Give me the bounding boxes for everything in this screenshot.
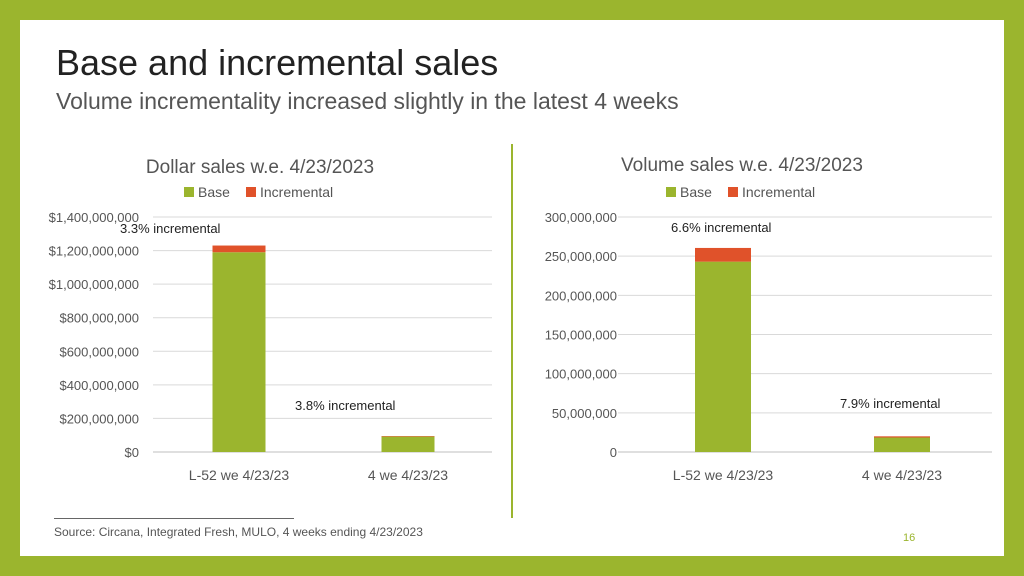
chart2-bar-base	[874, 437, 930, 452]
chart1-legend-swatch-base	[184, 187, 194, 197]
slide-subtitle: Volume incrementality increased slightly…	[56, 88, 679, 114]
chart2-annotation: 7.9% incremental	[840, 396, 941, 411]
chart2-title: Volume sales w.e. 4/23/2023	[621, 155, 863, 176]
chart2-bar-base	[695, 261, 751, 452]
chart-divider	[511, 144, 513, 518]
chart1-y-tick-label: $800,000,000	[59, 311, 139, 326]
chart1-annotation: 3.3% incremental	[120, 221, 221, 236]
chart2-category-label: 4 we 4/23/23	[862, 467, 942, 483]
chart1-y-tick-label: $200,000,000	[59, 411, 139, 426]
chart1-y-tick-label: $0	[125, 445, 139, 460]
chart2-legend-label-base: Base	[680, 184, 712, 200]
chart2-legend-swatch-incremental	[728, 187, 738, 197]
chart2-annotation: 6.6% incremental	[671, 220, 772, 235]
chart2-category-label: L-52 we 4/23/23	[673, 467, 774, 483]
chart1-y-tick-label: $400,000,000	[59, 378, 139, 393]
chart1-bar-incremental	[381, 436, 435, 437]
chart1-y-tick-label: $1,400,000,000	[49, 210, 139, 225]
source-note: Source: Circana, Integrated Fresh, MULO,…	[54, 525, 423, 539]
chart1-legend-swatch-incremental	[246, 187, 256, 197]
chart1-title: Dollar sales w.e. 4/23/2023	[146, 157, 374, 178]
chart2-legend-label-incremental: Incremental	[742, 184, 815, 200]
chart2-y-tick-label: 100,000,000	[545, 367, 617, 382]
chart1-annotation: 3.8% incremental	[295, 398, 396, 413]
source-rule	[54, 518, 294, 519]
slide-title: Base and incremental sales	[56, 42, 499, 83]
chart1-bar-base	[212, 252, 266, 452]
chart2-y-tick-label: 300,000,000	[545, 210, 617, 225]
chart2-y-tick-label: 200,000,000	[545, 288, 617, 303]
chart1-legend-label-base: Base	[198, 184, 230, 200]
page-number: 16	[903, 532, 916, 544]
chart2-y-tick-label: 0	[610, 445, 617, 460]
chart2-bar-incremental	[874, 436, 930, 438]
chart2-y-tick-label: 50,000,000	[552, 406, 617, 421]
chart1-y-tick-label: $1,000,000,000	[49, 277, 139, 292]
charts-canvas: Dollar sales w.e. 4/23/2023 Base Increment…	[49, 155, 992, 483]
chart1-y-tick-label: $600,000,000	[59, 344, 139, 359]
chart1-legend-label-incremental: Incremental	[260, 184, 333, 200]
chart2-y-tick-label: 250,000,000	[545, 249, 617, 264]
chart1-category-label: L-52 we 4/23/23	[189, 467, 290, 483]
chart1-y-tick-label: $1,200,000,000	[49, 244, 139, 259]
chart1-category-label: 4 we 4/23/23	[368, 467, 448, 483]
slide: Base and incremental sales Volume increm…	[20, 20, 1004, 556]
chart1-bar-incremental	[212, 245, 266, 253]
chart2-legend-swatch-base	[666, 187, 676, 197]
chart2-bar-incremental	[695, 247, 751, 262]
chart1-bar-base	[381, 436, 435, 452]
chart2-y-tick-label: 150,000,000	[545, 328, 617, 343]
